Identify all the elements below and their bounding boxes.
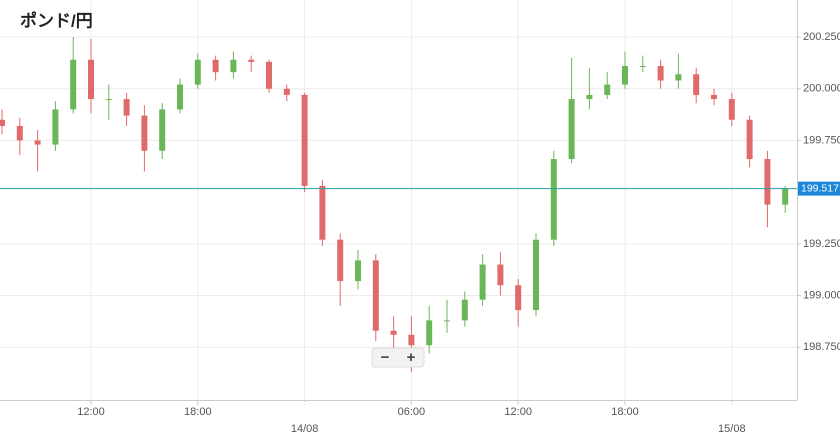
x-tick-label: 18:00 [184,406,212,418]
candle-body [675,74,682,81]
x-tick-label: 12:00 [504,406,532,418]
candle-body [266,61,272,89]
current-price-label: 199.517 [801,182,839,194]
candle-body [444,320,450,322]
candle-body [0,119,5,126]
candle-body [301,94,308,186]
candle-body [657,65,664,81]
zoom-out-button[interactable]: − [381,349,390,366]
candle-body [319,185,326,240]
y-tick-label: 200.250 [803,31,840,43]
candle-body [177,84,183,110]
candle-body [16,125,23,141]
candle-body [764,159,771,205]
candle-body [88,59,94,100]
candle-body [746,119,753,160]
zoom-controls: − + [371,347,425,368]
candle-body [479,264,486,300]
candle-body [390,330,397,335]
y-tick-label: 199.750 [803,134,840,146]
chart-title: ポンド/円 [20,10,93,30]
x-tick-label: 06:00 [398,406,426,418]
candle-body [426,320,433,346]
candle-body [355,260,361,282]
candle-body [34,140,41,145]
candle-body [533,239,539,311]
y-tick-label: 200.000 [803,83,840,95]
candle-body [372,260,379,331]
candle-body [52,109,59,145]
x-tick-label: 15/08 [718,423,746,435]
y-tick-label: 199.250 [803,238,840,250]
candle-body [283,88,290,95]
current-price-box [798,181,840,196]
candle-body [159,109,166,151]
candle-body [105,99,112,101]
candle-body [337,239,344,282]
candle-body [550,159,557,240]
candle-body [586,94,593,100]
candle-body [728,99,735,120]
candle-body [622,65,628,85]
candle-body [693,74,700,95]
candle-body [248,59,255,62]
candle-body [497,264,504,286]
candle-body [212,59,219,73]
x-tick-label: 12:00 [77,406,105,418]
candle-body [568,99,575,160]
x-tick-label: 18:00 [611,406,639,418]
candle-body [141,115,148,151]
x-tick-label: 14/08 [291,423,319,435]
candle-body [461,299,468,321]
candle-body [604,84,611,95]
zoom-in-button[interactable]: + [407,349,416,366]
candle-body [70,59,77,110]
candle-body [711,94,717,100]
candle-body [515,285,522,311]
y-tick-label: 199.000 [803,289,840,301]
candle-body [408,334,415,346]
candle-body [230,59,237,73]
candle-body [782,188,789,205]
zoom-box [371,347,425,368]
candle-body [639,65,646,67]
candle-body [123,99,130,116]
candle-body [194,59,201,85]
y-tick-label: 198.750 [803,341,840,353]
